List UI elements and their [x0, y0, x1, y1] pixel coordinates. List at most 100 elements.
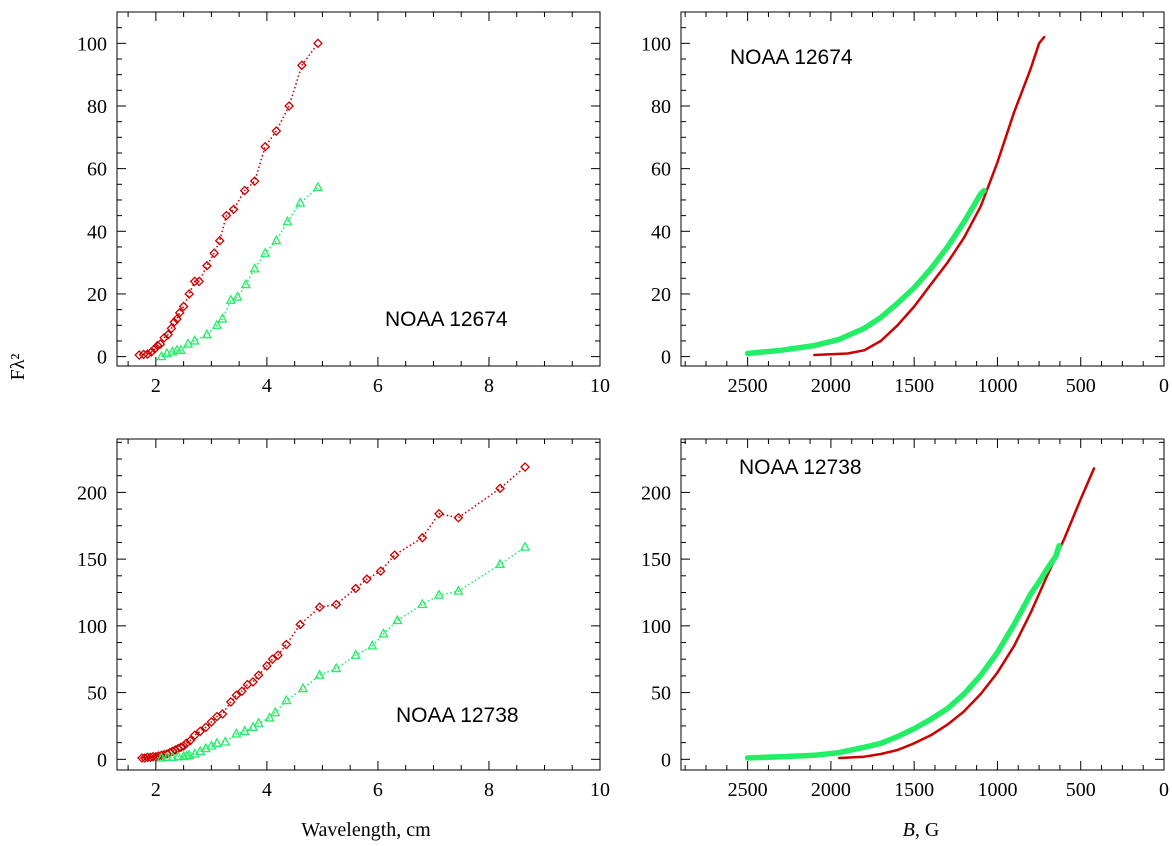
y-tick-label: 200	[77, 482, 107, 504]
diamond-point	[375, 566, 386, 577]
x-axis-title-left: Wavelength, cm	[301, 819, 431, 841]
diamond-point	[239, 185, 250, 196]
y-tick-label: 60	[87, 159, 107, 181]
x-tick-label: 2	[151, 375, 161, 397]
y-tick-label: 0	[97, 347, 107, 369]
diamond-point	[174, 307, 185, 318]
triangle-point	[519, 541, 531, 551]
triangle-point	[232, 291, 243, 301]
x-axis-var: B	[903, 819, 915, 841]
triangle-point	[312, 181, 324, 192]
triangle-point	[264, 712, 275, 722]
diamond-point	[134, 350, 145, 360]
diamond-point	[149, 343, 160, 354]
diamond-point	[142, 349, 153, 360]
y-tick-label: 60	[651, 159, 671, 181]
x-tick-label: 2000	[811, 779, 851, 801]
y-tick-label: 100	[641, 616, 671, 638]
triangle-point	[172, 750, 184, 761]
x-tick-label: 4	[262, 375, 272, 397]
triangle-point	[350, 649, 361, 659]
y-tick-label: 50	[87, 683, 107, 705]
triangle-point	[161, 751, 173, 761]
y-tick-label: 40	[87, 221, 107, 243]
x-tick-label: 500	[1066, 375, 1096, 397]
diamond-point	[331, 599, 342, 610]
diamond-point	[221, 210, 232, 221]
diamond-point	[296, 60, 307, 71]
triangle-point	[225, 294, 236, 304]
x-tick-label: 10	[590, 375, 610, 397]
triangle-point	[217, 313, 228, 323]
triangle-point	[189, 335, 200, 345]
triangle-point	[167, 751, 178, 761]
series-curve-0	[812, 35, 1046, 357]
panel-annotation: NOAA 12674	[385, 308, 508, 331]
panel-top-right: 2500 2000 1500 1000 500 0 0 20 40 60 80 100 NOAA 126…	[641, 11, 1169, 397]
x-tick-label: 1000	[977, 375, 1017, 397]
y-tick-label: 50	[651, 683, 671, 705]
y-tick-label: 20	[87, 284, 107, 306]
x-tick-label: 500	[1066, 779, 1096, 801]
triangle-point	[271, 234, 282, 245]
diamond-point	[178, 301, 189, 312]
diamond-point	[273, 650, 283, 661]
diamond-point	[434, 508, 444, 519]
y-tick-label: 100	[77, 616, 107, 638]
diamond-point	[214, 235, 225, 246]
diamond-point	[228, 204, 239, 215]
triangle-point	[211, 737, 223, 747]
diamond-point	[295, 619, 306, 630]
x-tick-label: 6	[373, 375, 383, 397]
x-tick-label: 1000	[977, 779, 1017, 801]
series-line-0	[139, 42, 319, 356]
triangle-point	[175, 344, 186, 354]
series-line-1	[161, 546, 526, 759]
triangle-point	[270, 706, 281, 717]
series-curve-1	[744, 543, 1062, 761]
series-curve-0	[837, 467, 1096, 760]
diamond-point	[314, 602, 325, 613]
triangle-point	[260, 247, 271, 257]
diamond-point	[169, 317, 180, 328]
diamond-point	[178, 741, 189, 751]
diamond-point	[249, 176, 260, 187]
diamond-point	[350, 583, 361, 594]
y-tick-label: 0	[661, 749, 671, 771]
diamond-point	[209, 248, 220, 259]
triangle-point	[378, 627, 389, 638]
diamond-point	[495, 483, 505, 494]
triangle-point	[184, 749, 195, 759]
diamond-point	[242, 679, 253, 690]
triangle-point	[211, 319, 223, 329]
panel-annotation: NOAA 12738	[396, 704, 519, 727]
triangle-point	[220, 736, 231, 746]
x-tick-label: 2000	[811, 375, 851, 397]
plot-frame	[680, 11, 1165, 367]
diamond-point	[253, 670, 264, 681]
y-tick-label: 100	[77, 33, 107, 55]
x-tick-label: 8	[484, 779, 494, 801]
diamond-point	[217, 709, 228, 719]
diamond-point	[175, 742, 186, 753]
triangle-point	[367, 639, 378, 650]
diamond-point	[389, 550, 400, 561]
triangle-point	[240, 278, 251, 289]
triangle-point	[392, 614, 403, 625]
y-axis-title: Fλ²	[7, 354, 29, 381]
triangle-point	[295, 197, 306, 207]
panel-bottom-right: 2500 2000 1500 1000 500 0 0 50 100 150 200 NOAA 127…	[641, 438, 1169, 801]
triangle-point	[156, 752, 167, 762]
plot-frame	[116, 438, 601, 771]
x-tick-label: 1500	[894, 375, 934, 397]
diamond-point	[155, 339, 166, 349]
panel-annotation: NOAA 12738	[739, 456, 862, 479]
y-tick-label: 150	[641, 549, 671, 571]
diamond-point	[267, 654, 278, 665]
triangle-point	[282, 216, 293, 226]
diamond-point	[163, 329, 173, 340]
triangle-point	[178, 750, 189, 761]
triangle-point	[297, 682, 309, 693]
triangle-point	[249, 263, 260, 273]
